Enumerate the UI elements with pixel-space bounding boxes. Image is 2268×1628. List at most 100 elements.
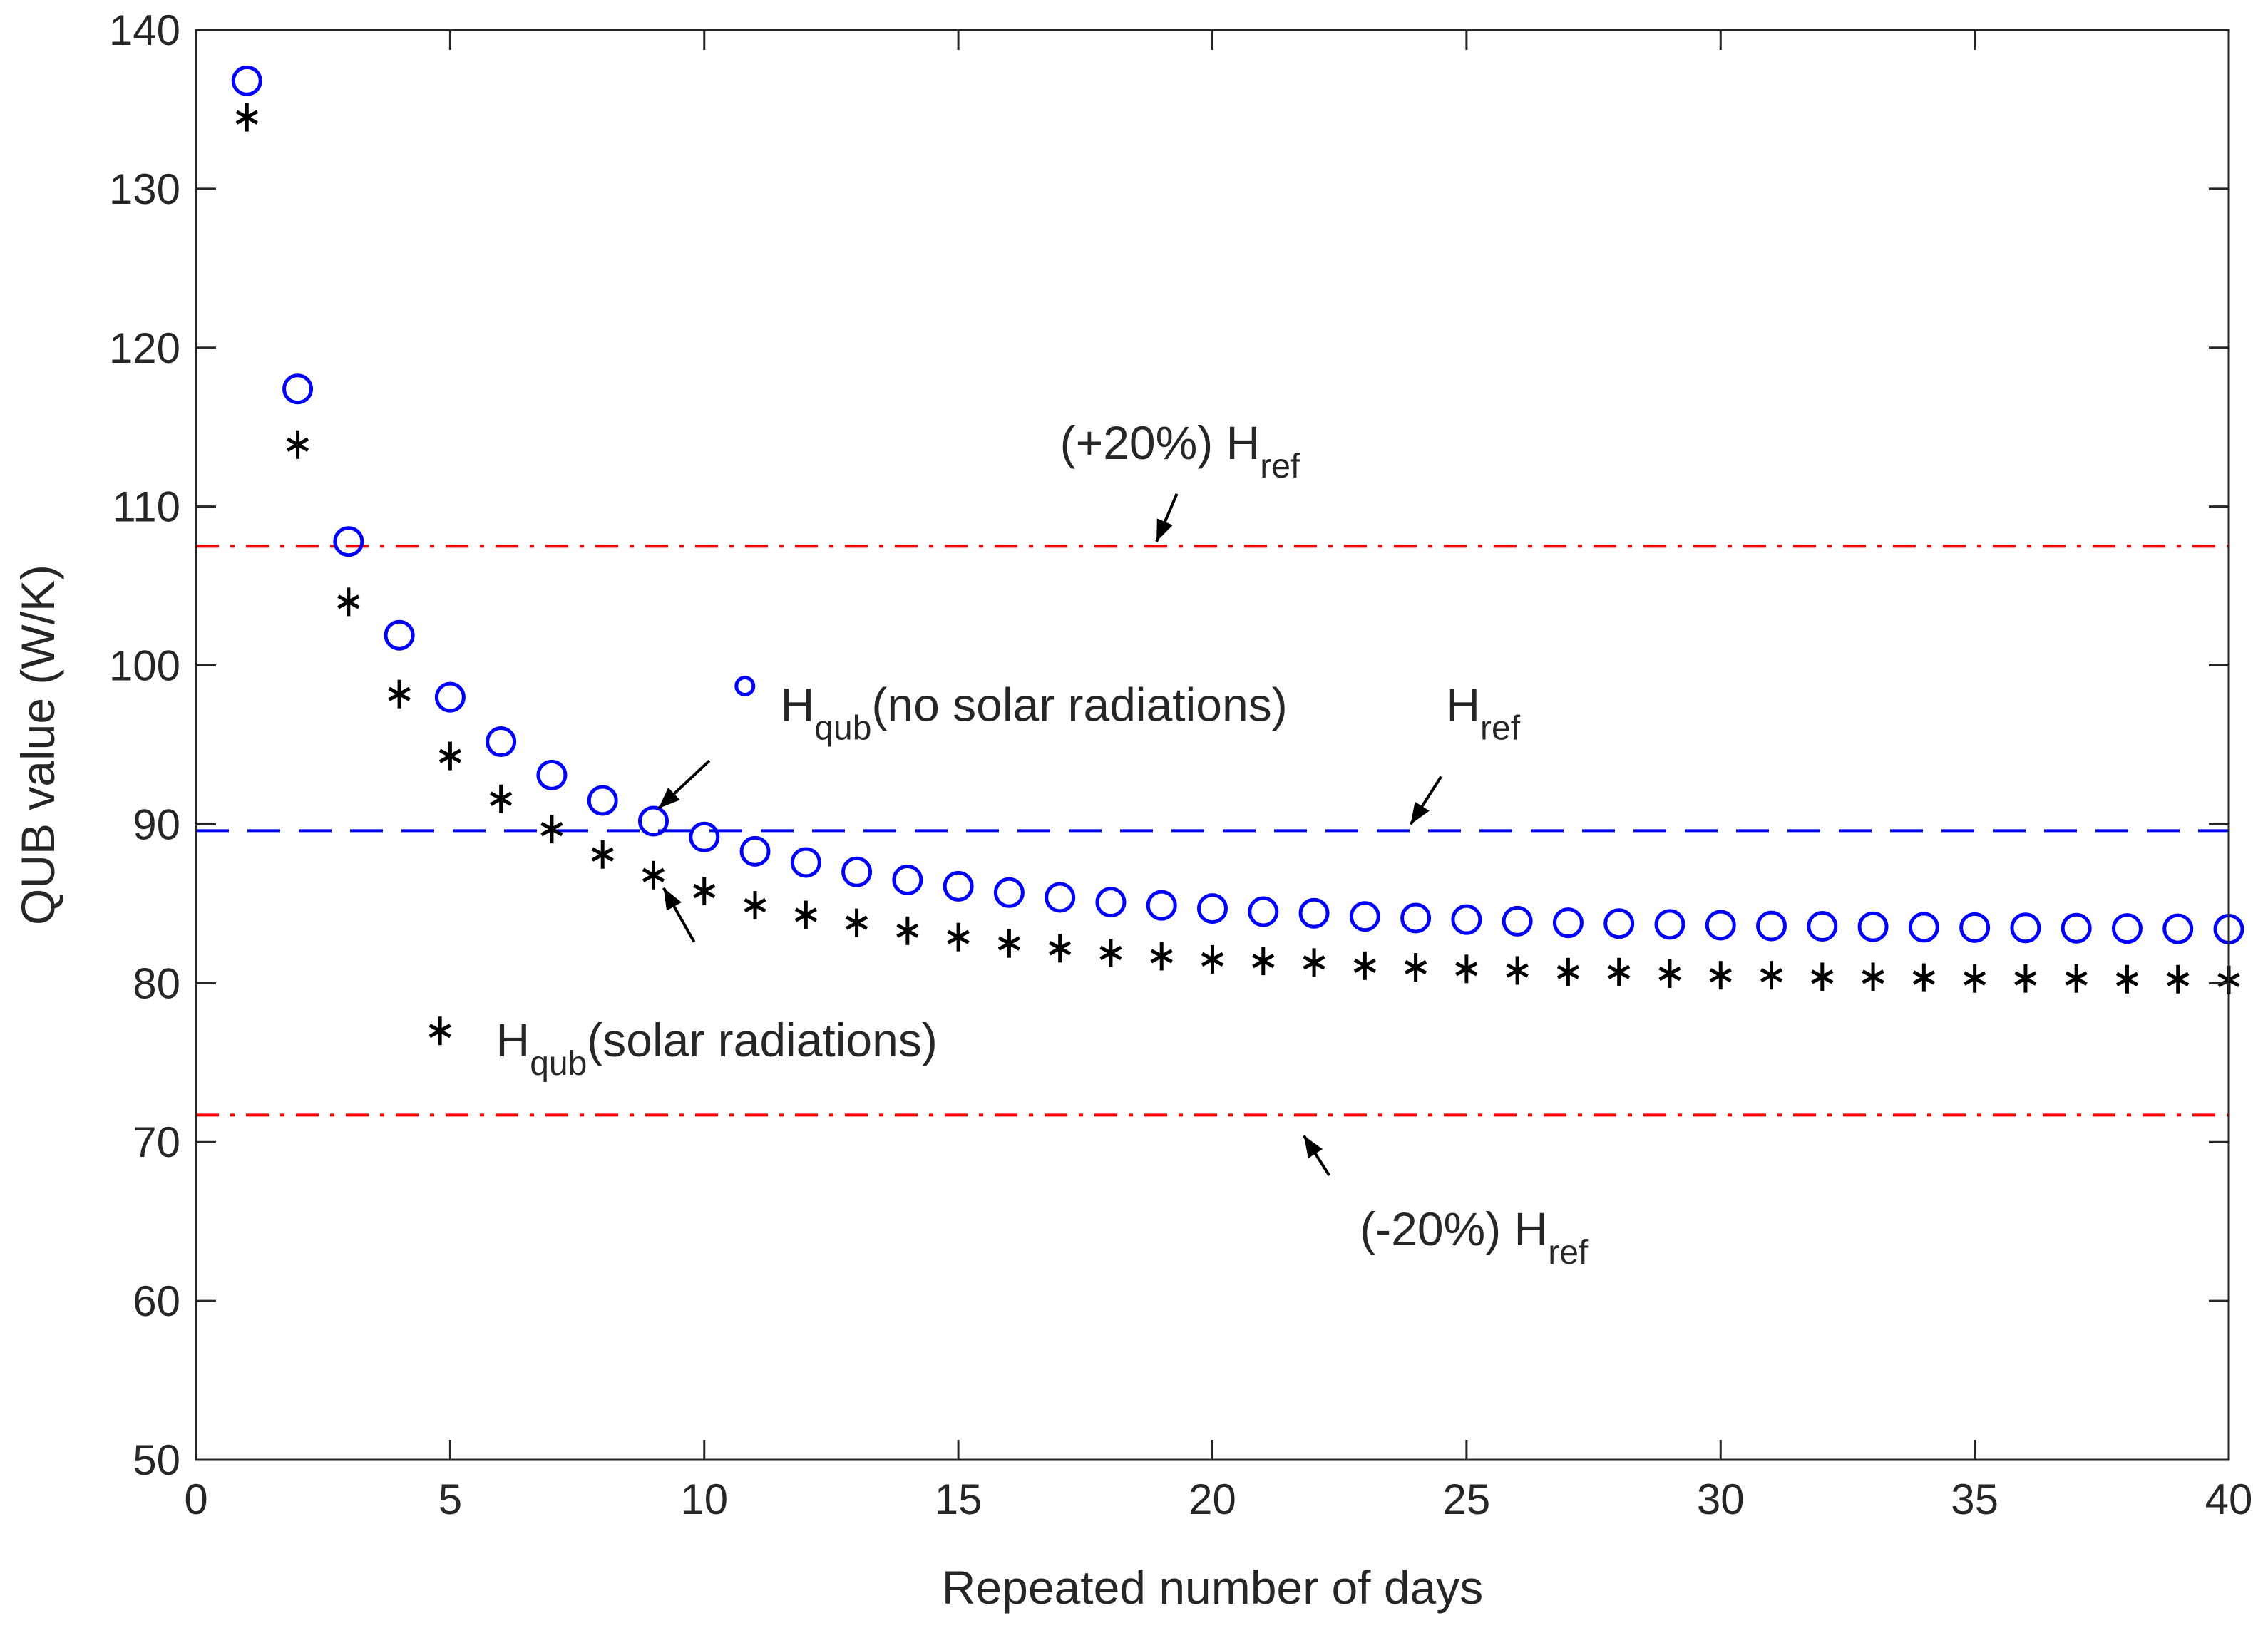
data-point-asterisk [2167,964,2190,994]
data-point-circle [1349,901,1380,932]
y-tick-label: 130 [109,165,180,213]
data-point-asterisk [1811,962,1834,991]
data-point-asterisk [286,430,309,459]
x-tick-label: 30 [1697,1475,1745,1523]
annotation-2: Href [1409,679,1521,825]
data-point-asterisk [997,929,1021,958]
data-point-circle [689,821,720,852]
data-point-circle [790,847,821,878]
data-point-asterisk [693,877,716,906]
data-point-circle [2061,912,2092,944]
data-point-asterisk [1252,947,1275,976]
data-point-circle [1095,887,1127,918]
y-tick-label: 110 [112,483,180,531]
data-point-asterisk [845,908,868,937]
annotation-label: Hqub(no solar radiations) [781,679,1288,748]
reference-lines [196,545,2229,1117]
data-point-circle [1146,890,1177,921]
x-tick-label: 5 [438,1475,462,1523]
data-point-circle [1908,912,1939,943]
data-point-circle [1654,909,1685,940]
data-point-circle [587,785,618,816]
data-point-asterisk [2014,964,2037,993]
data-point-asterisk [2115,964,2139,994]
y-tick-label: 90 [133,800,180,848]
annotation-arrowhead [1410,801,1430,825]
data-point-circle [333,526,364,557]
legend-marker-asterisk [429,1016,451,1046]
annotation-label: (+20%) Href [1060,416,1300,485]
data-point-asterisk [1099,938,1122,967]
annotations: (+20%) Href Hqub(no solar radiations) Href… [429,416,1589,1272]
data-point-circle [1552,907,1584,939]
data-point-asterisk [642,860,665,890]
annotation-arrowhead [1303,1135,1323,1159]
y-tick-label: 70 [133,1118,180,1166]
data-point-circle [2111,913,2143,944]
data-point-asterisk [1912,963,1935,992]
data-point-circle [1705,910,1736,941]
data-point-circle [486,726,517,758]
data-point-asterisk [2065,964,2088,993]
data-point-asterisk [1455,954,1478,984]
data-point-asterisk [1049,934,1072,963]
data-point-circle [1857,911,1889,942]
y-tick-label: 80 [133,959,180,1007]
annotation-0: (+20%) Href [1060,416,1300,542]
x-axis-title: Repeated number of days [942,1561,1483,1614]
annotation-arrowhead [1156,518,1173,542]
y-tick-label: 100 [109,642,180,690]
y-tick-label: 120 [109,324,180,372]
x-tick-label: 0 [184,1475,207,1523]
data-point-asterisk [337,587,360,617]
data-point-circle [841,856,873,887]
data-point-circle [1807,911,1838,942]
y-axis-title: QUB value (W/K) [11,565,64,925]
data-point-circle [231,65,262,96]
data-point-asterisk [1506,956,1529,985]
data-series [231,65,2244,994]
data-point-asterisk [1404,953,1427,982]
axes: 0 5 10 15 20 25 30 35 40 50 60 70 80 90 100 110 120 130 14… [109,6,2252,1523]
annotation-label: (-20%) Href [1360,1202,1589,1272]
data-point-circle [892,864,923,895]
x-tick-label: 25 [1443,1475,1491,1523]
data-point-circle [1298,897,1330,929]
data-point-asterisk [1556,957,1580,986]
data-point-asterisk [1608,957,1631,986]
data-point-asterisk [438,741,461,771]
data-point-asterisk [540,815,563,844]
data-point-circle [1603,908,1635,939]
x-tick-label: 40 [2205,1475,2253,1523]
annotation-label: Hqub(solar radiations) [496,1014,938,1083]
data-point-circle [637,805,669,837]
y-tick-label: 50 [133,1436,180,1484]
x-tick-label: 20 [1189,1475,1236,1523]
data-point-circle [1248,896,1279,927]
data-point-circle [1197,893,1228,924]
data-point-asterisk [1658,959,1681,988]
annotation-3: Hqub(solar radiations) [429,887,938,1083]
data-point-asterisk [794,900,817,929]
data-point-asterisk [1303,948,1325,977]
data-point-asterisk [896,916,919,945]
data-point-circle [1756,910,1787,942]
x-tick-label: 15 [935,1475,982,1523]
series-asterisk [235,103,2240,994]
data-point-circle [993,877,1025,908]
data-point-circle [1400,902,1432,934]
data-point-circle [1045,882,1076,913]
series-circle [231,65,2244,945]
data-point-asterisk [1201,944,1224,974]
x-tick-label: 10 [680,1475,728,1523]
data-point-asterisk [1760,961,1783,990]
legend-marker-circle [734,676,756,697]
data-point-asterisk [490,784,513,813]
data-point-circle [2162,913,2194,944]
annotation-4: (-20%) Href [1303,1135,1589,1272]
y-tick-label: 60 [133,1277,180,1325]
data-point-asterisk [591,840,614,869]
data-point-circle [384,619,415,651]
